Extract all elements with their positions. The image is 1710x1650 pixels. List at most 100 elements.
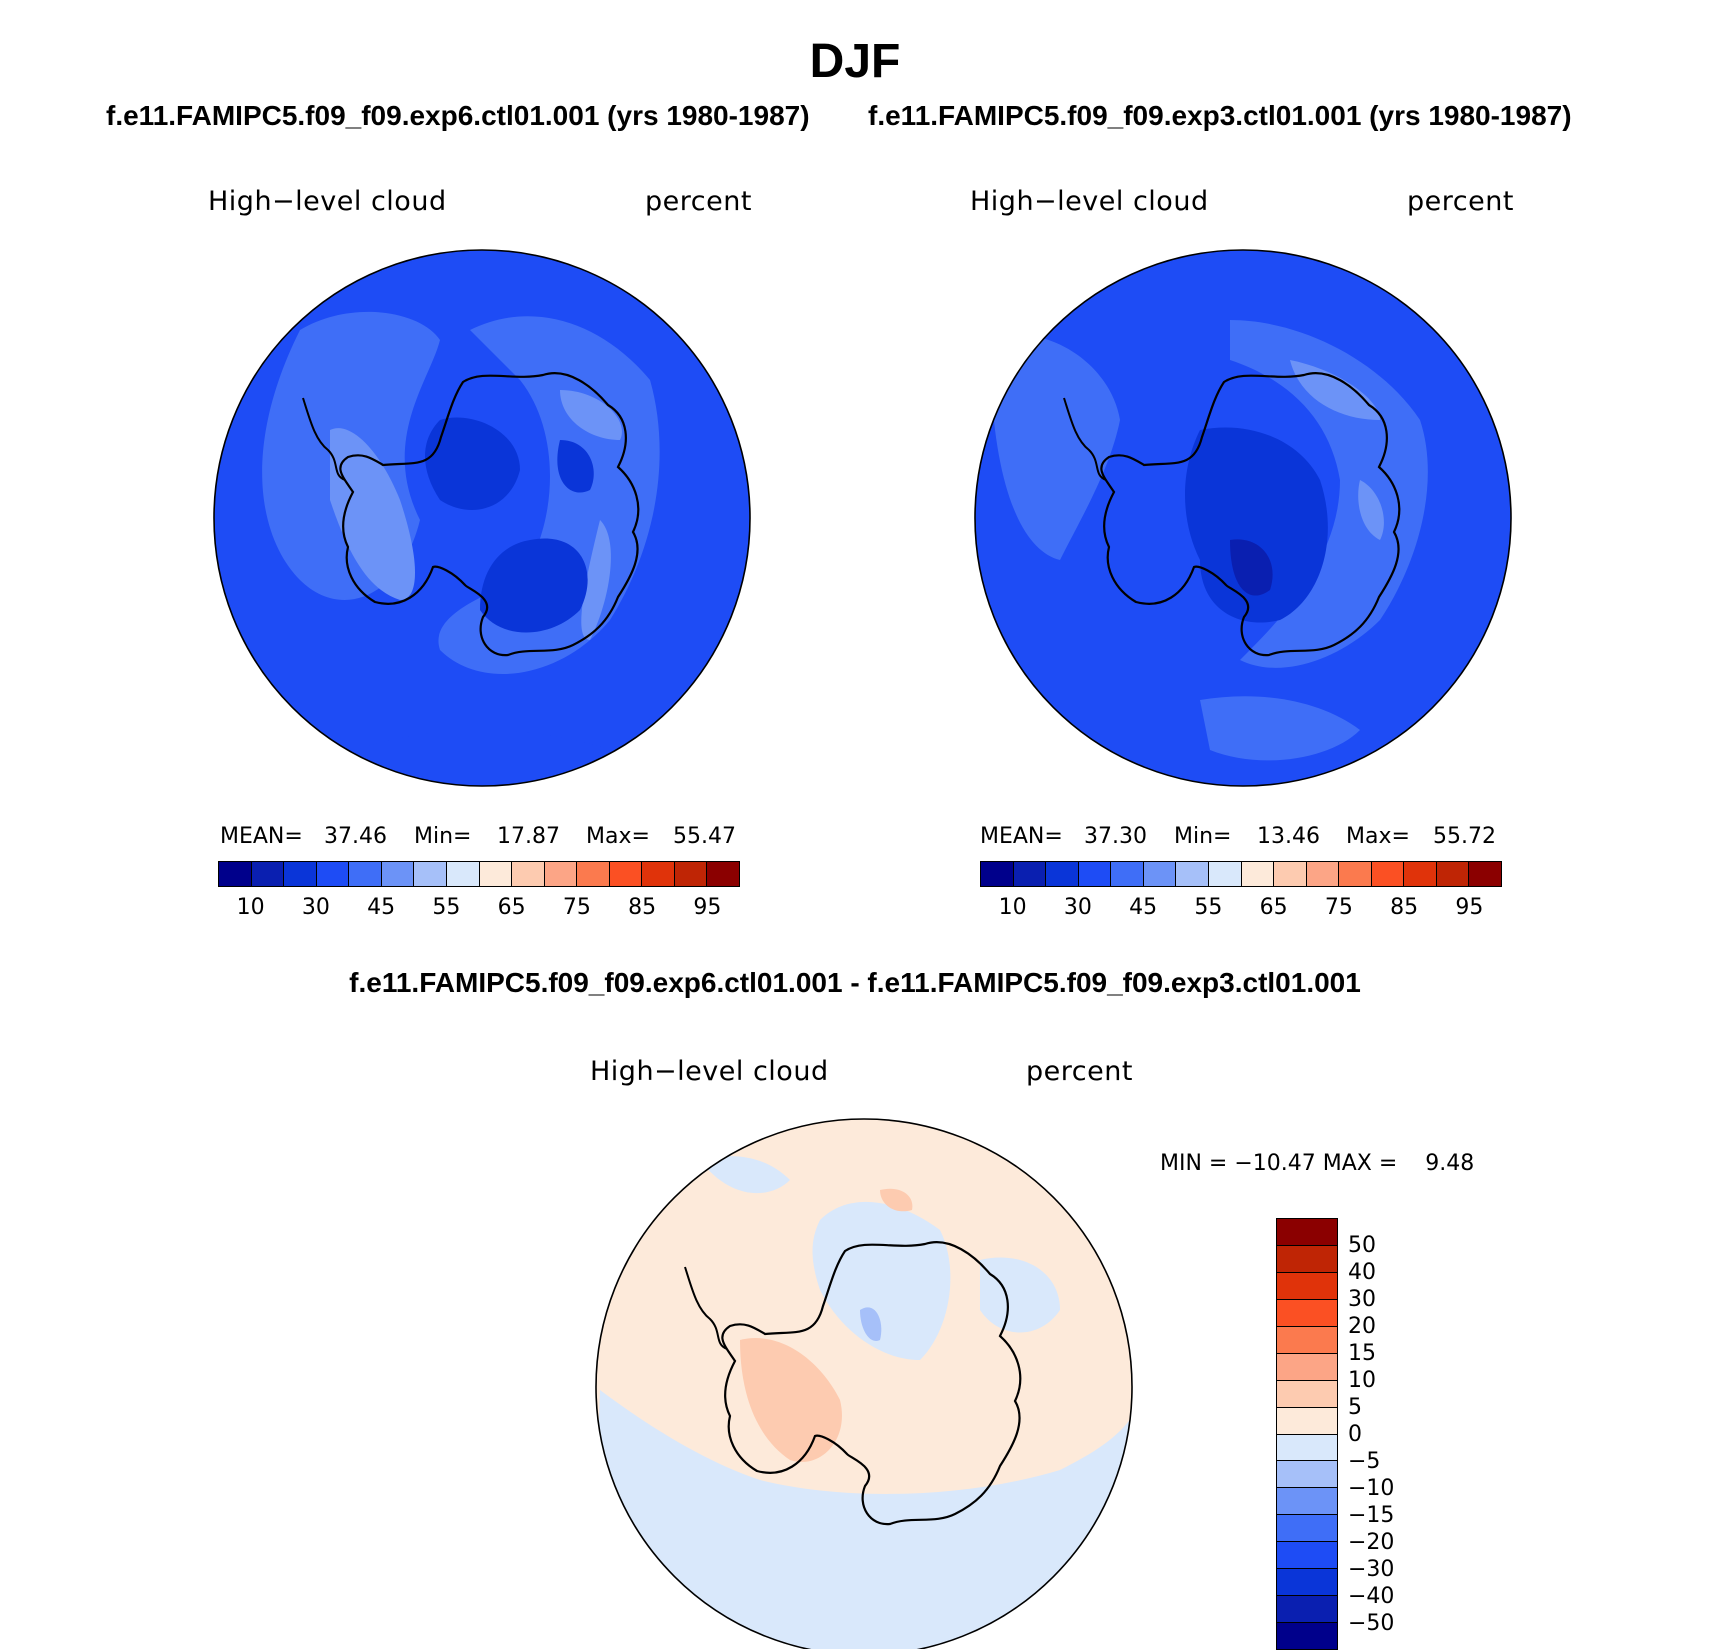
panel1-colorbar-tick-label: 95 [693,895,722,920]
panel2-colorbar-swatch [1176,862,1209,886]
difference-colorbar-tick-label: −10 [1348,1476,1395,1501]
panel2-max-value: 55.72 [1433,824,1496,849]
panel1-colorbar-tick-label: 45 [367,895,396,920]
difference-colorbar-tick-label: −30 [1348,1557,1395,1582]
difference-colorbar-swatch [1277,1461,1337,1489]
difference-colorbar-swatch [1277,1272,1337,1300]
panel2-mean-label: MEAN= [980,824,1063,849]
difference-colorbar-tick-label: 0 [1348,1422,1362,1447]
difference-colorbar-swatch [1277,1542,1337,1570]
difference-colorbar-tick-label: −15 [1348,1503,1395,1528]
difference-colorbar-tick-label: 5 [1348,1395,1362,1420]
panel1-colorbar [218,861,740,887]
difference-colorbar-tick-label: 20 [1348,1314,1376,1339]
difference-colorbar-tick-label: −5 [1348,1449,1381,1474]
panel2-colorbar-swatch [1013,862,1047,886]
page-title: DJF [809,35,901,88]
panel1-colorbar-swatch [577,862,610,886]
panel1-colorbar-swatch [251,862,285,886]
panel1-colorbar-swatch [219,862,252,886]
panel1-colorbar-swatch [446,862,480,886]
difference-colorbar-tick-label: 30 [1348,1287,1376,1312]
panel2-colorbar-tick-label: 65 [1259,895,1288,920]
panel2-colorbar-swatch [1241,862,1275,886]
panel1-colorbar-swatch [674,862,708,886]
panel1-case-title: f.e11.FAMIPC5.f09_f09.exp6.ctl01.001 (yr… [106,100,810,131]
panel1-max-label: Max= [586,824,650,849]
panel2-colorbar-tick-label: 30 [1063,895,1092,920]
panel1-colorbar-swatch [381,862,415,886]
panel1-colorbar-swatch [316,862,350,886]
difference-colorbar-swatch [1277,1380,1337,1408]
panel1-colorbar-swatch [284,862,317,886]
panel2-colorbar-swatch [1404,862,1437,886]
difference-colorbar-tick-label: 40 [1348,1260,1376,1285]
difference-colorbar-swatch [1277,1407,1337,1435]
panel2-mean-value: 37.30 [1084,824,1147,849]
difference-colorbar-tick-label: 10 [1348,1368,1376,1393]
panel2-colorbar-tick-label: 45 [1129,895,1158,920]
panel1-colorbar-swatch [707,862,739,886]
panel1-colorbar-swatch [609,862,643,886]
panel1-min-value: 17.87 [497,824,560,849]
panel2-variable-label: High−level cloud [970,186,1209,217]
panel2-case-title: f.e11.FAMIPC5.f09_f09.exp3.ctl01.001 (yr… [868,100,1572,131]
panel1-colorbar-tick-label: 30 [301,895,330,920]
panel2-colorbar-tick-label: 10 [998,895,1027,920]
difference-colorbar-swatch [1277,1569,1337,1597]
panel2-colorbar-swatch [1078,862,1112,886]
panel1-max-value: 55.47 [673,824,736,849]
panel1-min-label: Min= [414,824,472,849]
panel1-map [213,249,751,787]
difference-colorbar-tick-label: −20 [1348,1530,1395,1555]
difference-minmax: MIN = −10.47 MAX = 9.48 [1160,1151,1475,1176]
difference-variable-label: High−level cloud [590,1056,829,1087]
panel2-colorbar-swatch [1143,862,1177,886]
difference-colorbar-swatch [1277,1219,1337,1246]
panel1-colorbar-tick-label: 85 [628,895,657,920]
panel2-colorbar-tick-label: 55 [1194,895,1223,920]
panel2-colorbar-swatch [1306,862,1340,886]
difference-title: f.e11.FAMIPC5.f09_f09.exp6.ctl01.001 - f… [349,967,1361,998]
panel2-max-label: Max= [1346,824,1410,849]
difference-colorbar-tick-label: 15 [1348,1341,1376,1366]
difference-colorbar-swatch [1277,1353,1337,1381]
difference-colorbar-tick-label: −40 [1348,1584,1395,1609]
difference-units-label: percent [1026,1056,1133,1087]
panel2-min-value: 13.46 [1257,824,1320,849]
panel2-map [974,249,1512,787]
panel2-colorbar-swatch [1046,862,1079,886]
difference-map [595,1118,1133,1649]
difference-colorbar-swatch [1277,1326,1337,1354]
panel2-colorbar-swatch [1436,862,1470,886]
panel1-mean-value: 37.46 [324,824,387,849]
panel1-colorbar-swatch [479,862,513,886]
panel1-colorbar-swatch [544,862,578,886]
panel2-colorbar-swatch [1339,862,1372,886]
difference-colorbar [1276,1218,1338,1650]
panel2-colorbar [980,861,1502,887]
panel2-min-label: Min= [1174,824,1232,849]
panel2-colorbar-swatch [1371,862,1405,886]
panel1-colorbar-swatch [414,862,447,886]
panel1-variable-label: High−level cloud [208,186,447,217]
panel2-colorbar-swatch [1111,862,1144,886]
panel2-colorbar-tick-label: 75 [1324,895,1353,920]
difference-colorbar-swatch [1277,1488,1337,1516]
difference-colorbar-swatch [1277,1596,1337,1624]
panel2-colorbar-tick-label: 95 [1455,895,1484,920]
difference-colorbar-swatch [1277,1623,1337,1649]
panel2-colorbar-tick-label: 85 [1390,895,1419,920]
panel2-units-label: percent [1407,186,1514,217]
difference-colorbar-swatch [1277,1299,1337,1327]
panel2-colorbar-swatch [1274,862,1307,886]
panel1-colorbar-swatch [642,862,675,886]
panel2-colorbar-swatch [981,862,1014,886]
difference-colorbar-swatch [1277,1515,1337,1543]
panel1-units-label: percent [645,186,752,217]
panel1-colorbar-swatch [512,862,545,886]
difference-colorbar-tick-label: 50 [1348,1233,1376,1258]
difference-colorbar-swatch [1277,1245,1337,1273]
difference-colorbar-tick-label: −50 [1348,1611,1395,1636]
